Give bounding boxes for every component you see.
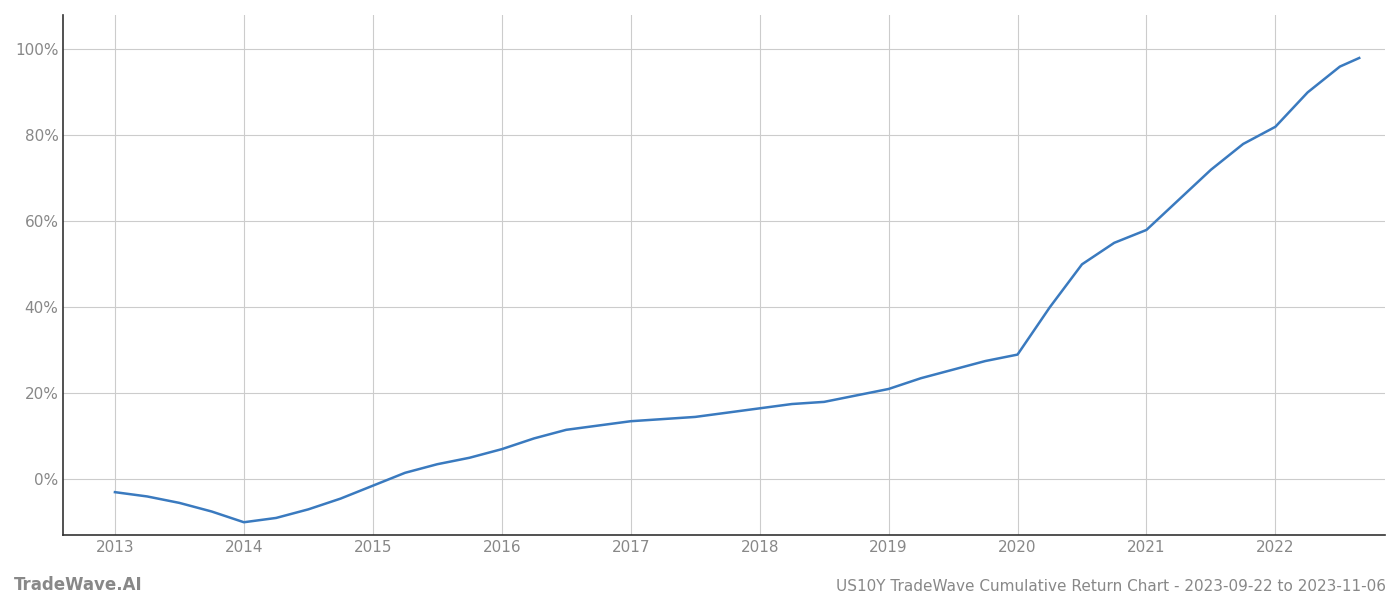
Text: US10Y TradeWave Cumulative Return Chart - 2023-09-22 to 2023-11-06: US10Y TradeWave Cumulative Return Chart … [836,579,1386,594]
Text: TradeWave.AI: TradeWave.AI [14,576,143,594]
